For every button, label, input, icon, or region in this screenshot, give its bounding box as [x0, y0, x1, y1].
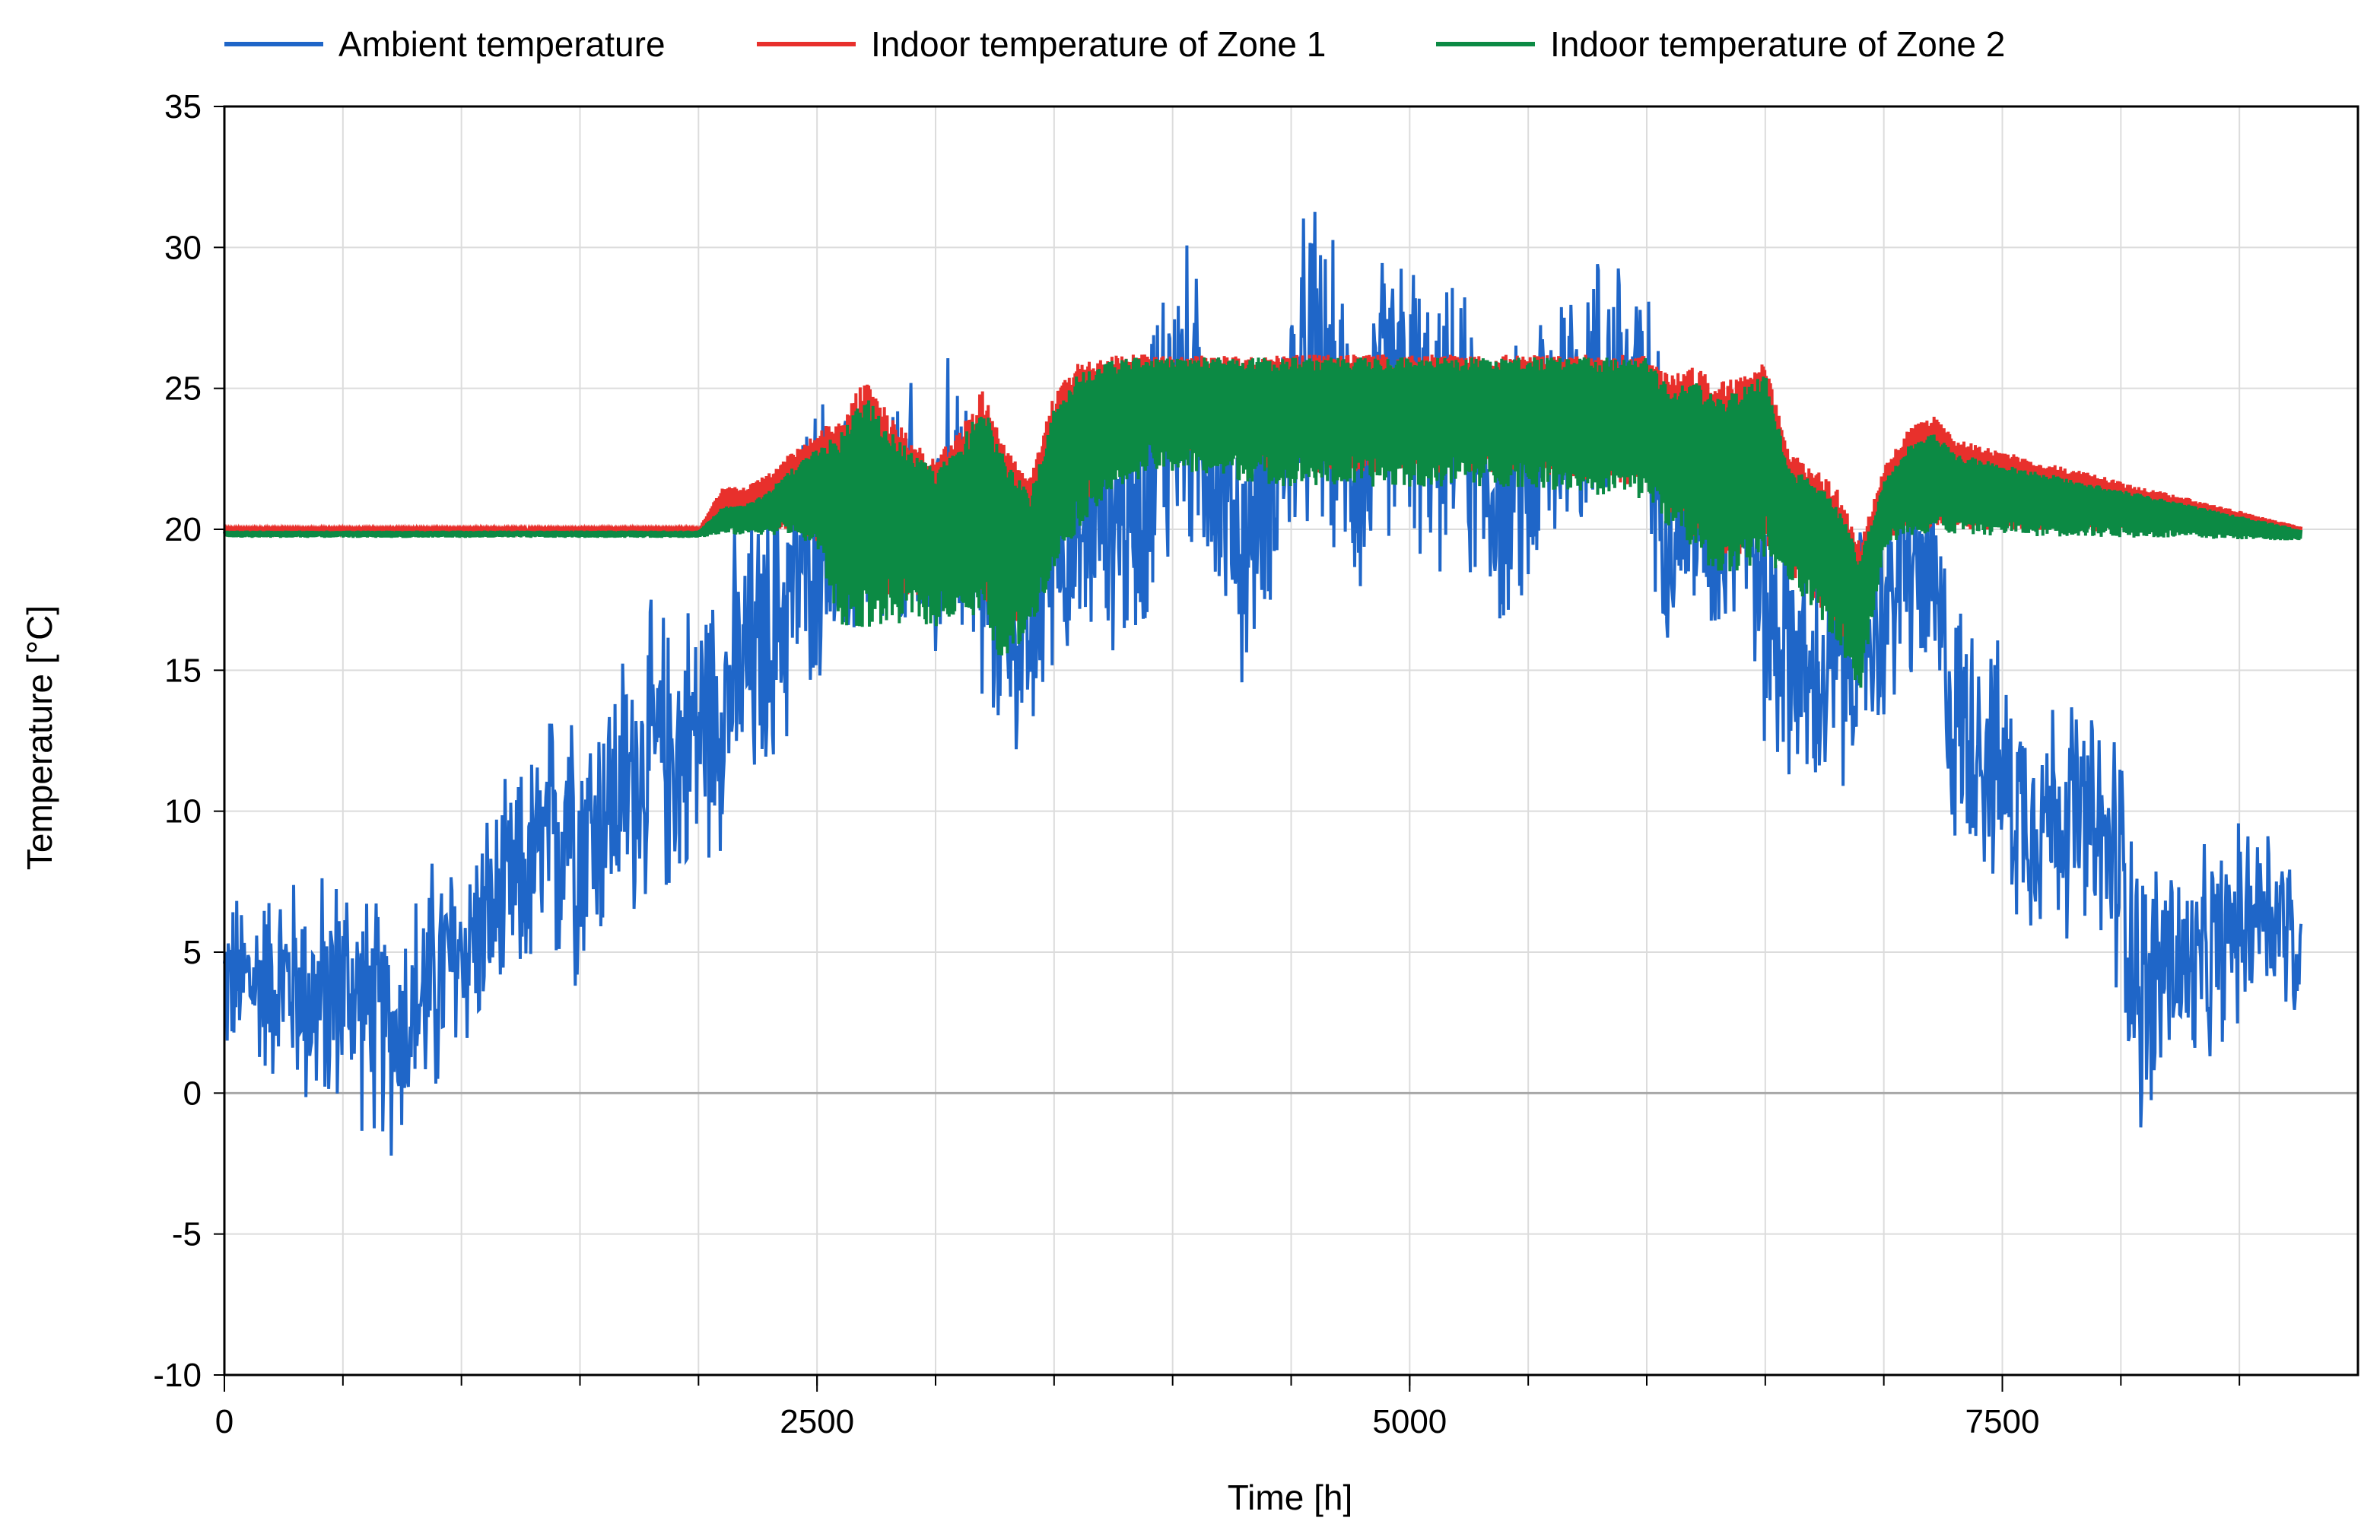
y-axis-title: Temperature [°C]	[20, 605, 59, 870]
y-tick-label: -5	[172, 1216, 202, 1253]
x-tick-label: 5000	[1372, 1403, 1447, 1440]
y-tick-label: 15	[164, 652, 202, 689]
y-tick-label: 20	[164, 511, 202, 548]
plot-frame	[223, 105, 2359, 1376]
x-tick-label: 7500	[1965, 1403, 2040, 1440]
y-tick-label: 5	[183, 934, 202, 971]
axis-layer: -10 -5 0 5 10 15 20 25 30 35 0 2500 5000 7500	[153, 88, 2359, 1440]
zone-2-temperature-line	[223, 357, 2303, 688]
series-layer	[223, 211, 2303, 1156]
x-tick-label: 2500	[780, 1403, 854, 1440]
y-tick-label: 10	[164, 793, 202, 830]
y-tick-label: 30	[164, 229, 202, 266]
x-tick-label: 0	[215, 1403, 234, 1440]
x-axis-title: Time [h]	[1228, 1478, 1352, 1517]
grid-layer	[224, 106, 2358, 1375]
y-tick-label: -10	[153, 1357, 202, 1394]
y-tick-label: 35	[164, 88, 202, 125]
legend-label: Indoor temperature of Zone 1	[871, 24, 1326, 64]
legend-label: Ambient temperature	[338, 24, 666, 64]
legend: Ambient temperature Indoor temperature of…	[224, 24, 2005, 64]
ambient-temperature-line	[223, 211, 2303, 1156]
legend-label: Indoor temperature of Zone 2	[1550, 24, 2005, 64]
y-tick-label: 0	[183, 1075, 202, 1112]
y-tick-label: 25	[164, 370, 202, 408]
